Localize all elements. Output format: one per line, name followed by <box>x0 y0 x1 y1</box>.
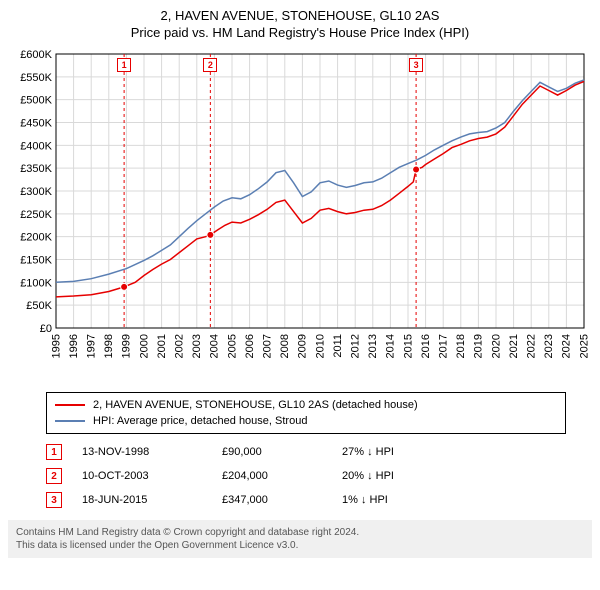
marker-price: £347,000 <box>222 494 342 506</box>
marker-row: 2 10-OCT-2003£204,00020% ↓ HPI <box>46 464 566 488</box>
marker-point <box>413 166 420 173</box>
x-tick-label: 2002 <box>173 334 185 358</box>
y-tick-label: £550K <box>20 72 52 84</box>
y-tick-label: £150K <box>20 255 52 267</box>
x-tick-label: 1995 <box>50 334 62 358</box>
x-tick-label: 1996 <box>68 334 80 358</box>
x-tick-label: 2001 <box>156 334 168 358</box>
x-tick-label: 2020 <box>490 334 502 358</box>
x-tick-label: 2011 <box>332 334 344 358</box>
marker-date: 18-JUN-2015 <box>82 494 222 506</box>
legend-swatch <box>55 420 85 422</box>
legend: 2, HAVEN AVENUE, STONEHOUSE, GL10 2AS (d… <box>46 392 566 434</box>
chart-container: £0 £50K £100K £150K £200K £250K £300K £350K £400… <box>8 46 592 386</box>
x-tick-label: 2022 <box>526 334 538 358</box>
chart-marker-badge: 3 <box>409 58 423 72</box>
chart-title-block: 2, HAVEN AVENUE, STONEHOUSE, GL10 2AS Pr… <box>8 8 592 40</box>
marker-badge: 3 <box>46 492 62 508</box>
x-tick-label: 2000 <box>138 334 150 358</box>
y-tick-label: £0 <box>40 323 52 335</box>
marker-price: £204,000 <box>222 470 342 482</box>
y-tick-label: £600K <box>20 49 52 61</box>
legend-row: 2, HAVEN AVENUE, STONEHOUSE, GL10 2AS (d… <box>55 397 557 413</box>
marker-price: £90,000 <box>222 446 342 458</box>
y-tick-label: £250K <box>20 209 52 221</box>
marker-delta: 27% ↓ HPI <box>342 446 462 458</box>
x-tick-label: 2025 <box>578 334 590 358</box>
title-subtitle: Price paid vs. HM Land Registry's House … <box>8 25 592 40</box>
y-tick-label: £100K <box>20 277 52 289</box>
marker-point <box>207 231 214 238</box>
x-tick-label: 2010 <box>314 334 326 358</box>
x-tick-label: 2019 <box>473 334 485 358</box>
x-tick-label: 2021 <box>508 334 520 358</box>
footer-line2: This data is licensed under the Open Gov… <box>16 539 584 552</box>
x-tick-label: 2017 <box>438 334 450 358</box>
x-tick-label: 1997 <box>85 334 97 358</box>
chart-marker-badge: 2 <box>203 58 217 72</box>
x-tick-label: 2003 <box>191 334 203 358</box>
x-tick-label: 2015 <box>402 334 414 358</box>
x-tick-label: 2023 <box>543 334 555 358</box>
marker-date: 10-OCT-2003 <box>82 470 222 482</box>
x-tick-label: 2009 <box>297 334 309 358</box>
y-tick-label: £50K <box>26 300 52 312</box>
x-tick-label: 2016 <box>420 334 432 358</box>
y-tick-label: £300K <box>20 186 52 198</box>
marker-row: 1 13-NOV-1998£90,00027% ↓ HPI <box>46 440 566 464</box>
footer-attribution: Contains HM Land Registry data © Crown c… <box>8 520 592 558</box>
y-tick-label: £450K <box>20 118 52 130</box>
marker-badge: 2 <box>46 468 62 484</box>
x-tick-label: 2024 <box>561 334 573 358</box>
y-tick-label: £350K <box>20 163 52 175</box>
line-chart: £0 £50K £100K £150K £200K £250K £300K £350K £400… <box>8 46 592 386</box>
title-address: 2, HAVEN AVENUE, STONEHOUSE, GL10 2AS <box>8 8 592 23</box>
x-tick-label: 2013 <box>367 334 379 358</box>
marker-row: 3 18-JUN-2015£347,0001% ↓ HPI <box>46 488 566 512</box>
x-tick-label: 1999 <box>121 334 133 358</box>
x-tick-label: 2012 <box>350 334 362 358</box>
y-tick-label: £200K <box>20 232 52 244</box>
y-tick-label: £500K <box>20 95 52 107</box>
legend-row: HPI: Average price, detached house, Stro… <box>55 413 557 429</box>
legend-label: 2, HAVEN AVENUE, STONEHOUSE, GL10 2AS (d… <box>93 399 418 411</box>
marker-delta: 20% ↓ HPI <box>342 470 462 482</box>
legend-label: HPI: Average price, detached house, Stro… <box>93 415 307 427</box>
chart-marker-badge: 1 <box>117 58 131 72</box>
x-tick-label: 2008 <box>279 334 291 358</box>
x-tick-label: 2005 <box>226 334 238 358</box>
legend-swatch <box>55 404 85 406</box>
x-tick-label: 1998 <box>103 334 115 358</box>
marker-badge: 1 <box>46 444 62 460</box>
y-tick-label: £400K <box>20 140 52 152</box>
marker-date: 13-NOV-1998 <box>82 446 222 458</box>
marker-point <box>121 283 128 290</box>
x-tick-label: 2006 <box>244 334 256 358</box>
marker-delta: 1% ↓ HPI <box>342 494 462 506</box>
x-tick-label: 2018 <box>455 334 467 358</box>
x-tick-label: 2007 <box>262 334 274 358</box>
marker-table: 1 13-NOV-1998£90,00027% ↓ HPI 2 10-OCT-2003… <box>46 440 566 512</box>
x-tick-label: 2014 <box>385 334 397 358</box>
footer-line1: Contains HM Land Registry data © Crown c… <box>16 526 584 539</box>
x-tick-label: 2004 <box>209 334 221 358</box>
